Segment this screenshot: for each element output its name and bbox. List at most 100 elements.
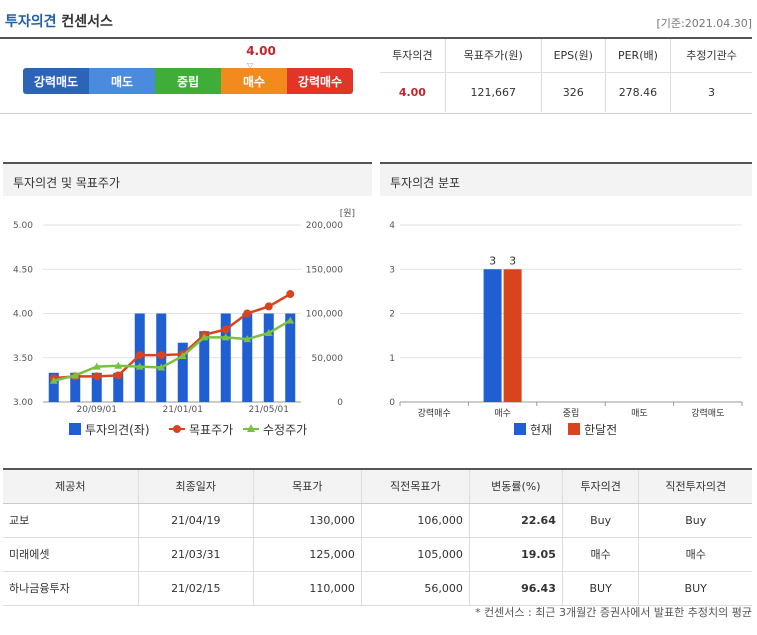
- table-header: 투자의견: [561, 469, 639, 504]
- panel-title-left: 투자의견 및 목표주가: [13, 176, 120, 190]
- x-category: 매수: [494, 408, 511, 419]
- page-header: 투자의견 컨센서스 [기준:2021.04.30]: [0, 0, 757, 36]
- bar-value-label: 3: [509, 254, 516, 267]
- summary-value: 4.00: [398, 85, 426, 99]
- opinion-bar: [177, 342, 188, 402]
- title-part2: 컨센서스: [61, 14, 113, 30]
- broker-detail-table: 제공처 최종일자 목표가 직전목표가 변동률(%) 투자의견 직전투자의견 교보 21/04/…: [3, 468, 752, 606]
- table-cell: 매수: [638, 537, 752, 572]
- table-cell: 105,000: [360, 537, 470, 572]
- y-left-tick: 5.00: [13, 221, 33, 231]
- table-header: 직전목표가: [360, 469, 470, 504]
- legend-marker-icon: [247, 424, 255, 432]
- table-cell: 130,000: [252, 503, 362, 538]
- y-right-tick: 150,000: [306, 265, 343, 275]
- opinion-bar: [220, 313, 231, 402]
- table-cell: 22.64: [468, 503, 563, 538]
- adjusted-price-point: [264, 328, 273, 336]
- page-title: 투자의견 컨센서스: [5, 11, 113, 31]
- target-price-point: [135, 351, 144, 360]
- distribution-bar: [503, 269, 522, 402]
- y-right-tick: 0: [337, 398, 343, 408]
- summary-header: 추정기관수: [670, 39, 752, 73]
- adjusted-price-line: [53, 319, 291, 382]
- opinion-bar: [91, 372, 102, 402]
- table-cell: 교보: [3, 503, 139, 538]
- adjusted-price-point: [92, 362, 101, 370]
- table-cell: 미래에셋: [3, 537, 139, 572]
- y-tick: 0: [389, 398, 395, 408]
- score-marker-icon: ▽: [247, 61, 254, 70]
- y-right-tick: 50,000: [312, 354, 344, 364]
- table-cell: Buy: [638, 503, 752, 538]
- table-cell: BUY: [561, 571, 639, 606]
- adjusted-price-point: [221, 333, 230, 341]
- opinion-segment: 매도: [89, 68, 155, 94]
- opinion-bar: [285, 313, 296, 402]
- target-price-point: [264, 302, 273, 311]
- adjusted-price-point: [286, 316, 295, 324]
- target-price-point: [114, 371, 123, 380]
- bar-value-label: 3: [489, 254, 496, 267]
- legend-marker-icon: [514, 423, 526, 435]
- summary-value: 121,667: [444, 72, 542, 112]
- x-tick: 21/05/01: [249, 405, 289, 415]
- table-header: 목표가: [252, 469, 362, 504]
- legend-label: 투자의견(좌): [85, 423, 150, 437]
- opinion-bar: [263, 313, 274, 402]
- adjusted-price-point: [243, 335, 252, 343]
- y-left-tick: 4.00: [13, 310, 33, 320]
- table-cell: Buy: [561, 503, 639, 538]
- x-tick: 21/01/01: [163, 405, 203, 415]
- legend-label: 목표주가: [189, 423, 233, 437]
- adjusted-price-point: [135, 362, 144, 370]
- summary-value: 326: [540, 72, 606, 112]
- legend-label: 수정주가: [263, 423, 307, 437]
- opinion-bar: [48, 372, 59, 402]
- table-cell: 125,000: [252, 537, 362, 572]
- x-category: 강력매수: [418, 407, 451, 419]
- table-cell: 21/03/31: [137, 537, 254, 572]
- y-tick: 2: [389, 310, 395, 320]
- table-cell: 19.05: [468, 537, 563, 572]
- divider: [0, 37, 752, 39]
- opinion-bar: [199, 331, 210, 402]
- x-category: 매도: [631, 408, 648, 419]
- summary-header: 목표주가(원): [444, 39, 542, 73]
- title-part1: 투자의견: [5, 14, 57, 30]
- summary-header: 투자의견: [380, 39, 446, 73]
- opinion-segment: 매수: [221, 68, 287, 94]
- summary-table: 투자의견 목표주가(원) EPS(원) PER(배) 추정기관수 4.00 121,667…: [380, 39, 752, 112]
- table-cell: 21/02/15: [137, 571, 254, 606]
- table-cell: 하나금융투자: [3, 571, 139, 606]
- divider: [0, 113, 752, 114]
- opinion-segment: 강력매수: [287, 68, 353, 94]
- y-left-tick: 3.00: [13, 398, 33, 408]
- legend-marker-icon: [173, 425, 181, 433]
- legend-marker-icon: [568, 423, 580, 435]
- y-right-unit: [원]: [340, 208, 355, 219]
- summary-value: 3: [670, 72, 752, 112]
- y-left-tick: 3.50: [13, 354, 33, 364]
- table-row: 미래에셋 21/03/31 125,000 105,000 19.05 매수 매수: [3, 537, 752, 572]
- opinion-score: 4.00: [246, 44, 276, 58]
- table-cell: 매수: [561, 537, 639, 572]
- opinion-target-price-chart: 5.00 200,000 4.50 150,000 4.00 100,000 3.50 50,…: [13, 208, 355, 437]
- y-tick: 3: [389, 265, 395, 275]
- base-date: [기준:2021.04.30]: [656, 17, 752, 30]
- y-right-tick: 100,000: [306, 310, 343, 320]
- summary-header: PER(배): [604, 39, 671, 73]
- x-category: 강력매도: [691, 407, 724, 419]
- table-header: 직전투자의견: [638, 469, 752, 504]
- summary-header: EPS(원): [540, 39, 606, 73]
- y-right-tick: 200,000: [306, 221, 343, 231]
- adjusted-price-point: [71, 371, 80, 379]
- distribution-bar: [483, 269, 502, 402]
- y-tick: 4: [389, 221, 395, 231]
- adjusted-price-point: [157, 363, 166, 371]
- table-cell: 96.43: [468, 571, 563, 606]
- adjusted-price-point: [49, 376, 58, 384]
- table-header: 변동률(%): [468, 469, 563, 504]
- table-cell: 21/04/19: [137, 503, 254, 538]
